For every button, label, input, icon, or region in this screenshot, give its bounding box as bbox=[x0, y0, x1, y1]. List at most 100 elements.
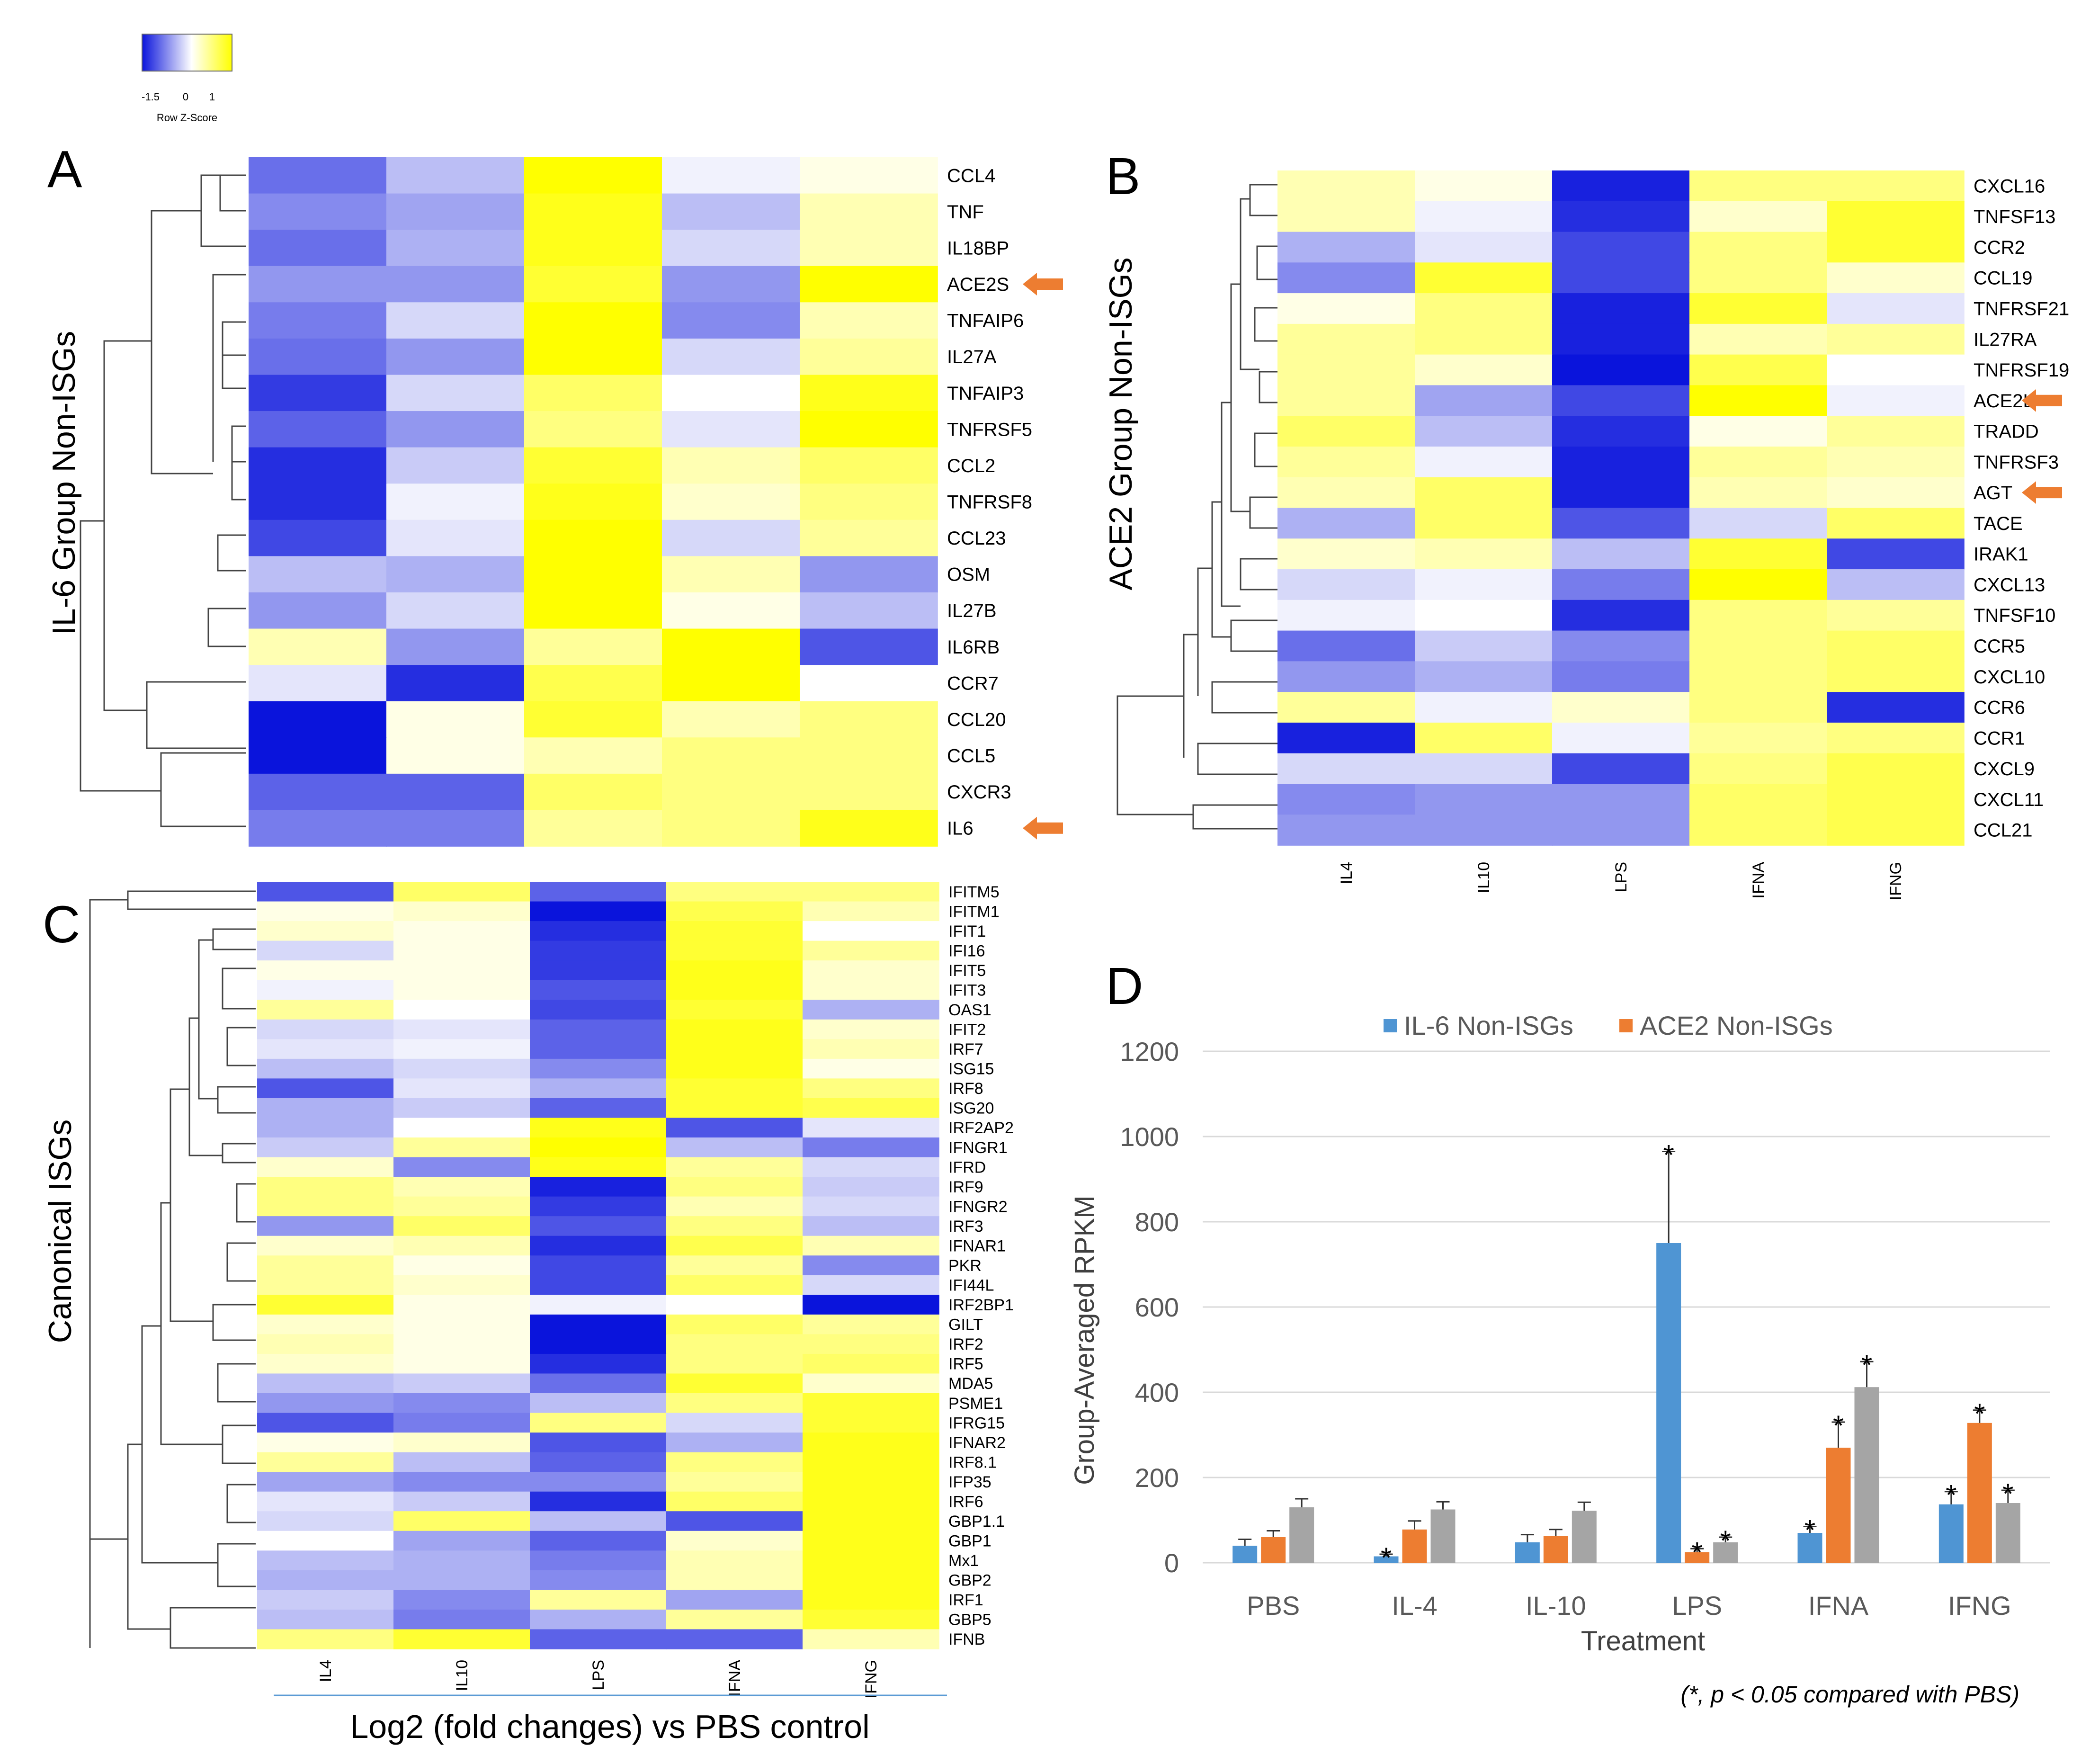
heatmap-cell bbox=[662, 701, 800, 738]
heatmap-cell bbox=[257, 1570, 394, 1591]
y-tick-label: 600 bbox=[1135, 1292, 1179, 1322]
heatmap-cell bbox=[1689, 692, 1827, 723]
bar bbox=[1572, 1511, 1597, 1563]
heatmap-cell bbox=[1415, 753, 1553, 785]
row-label: IFRG15 bbox=[948, 1414, 1005, 1432]
heatmap-cell bbox=[1689, 416, 1827, 447]
panel-label: D bbox=[1106, 957, 1143, 1015]
heatmap-cell bbox=[1689, 477, 1827, 509]
heatmap-cell bbox=[803, 1255, 939, 1276]
heatmap-cell bbox=[249, 266, 387, 303]
heatmap-cell bbox=[1277, 170, 1415, 202]
heatmap-cell bbox=[1415, 538, 1553, 570]
heatmap-cell bbox=[666, 1491, 803, 1512]
heatmap-cell bbox=[803, 1019, 939, 1040]
heatmap-cell bbox=[530, 1629, 667, 1649]
heatmap-cell bbox=[1827, 569, 1965, 600]
bar bbox=[1656, 1243, 1681, 1563]
panel-c: C Canonical ISGs IFITM5IFITM1IFIT1IFI16I… bbox=[42, 882, 1014, 1745]
heatmap-cell bbox=[1827, 538, 1965, 570]
heatmap-cell bbox=[666, 1019, 803, 1040]
heatmap-cell bbox=[257, 1275, 394, 1296]
legend-swatch bbox=[1384, 1019, 1397, 1032]
heatmap-cell bbox=[393, 940, 530, 961]
row-label: IRF7 bbox=[948, 1040, 983, 1058]
heatmap-cell bbox=[257, 1137, 394, 1158]
row-label: IRF3 bbox=[948, 1218, 983, 1236]
heatmap-cell bbox=[530, 1393, 667, 1414]
heatmap-cell bbox=[666, 1531, 803, 1551]
panel-label: A bbox=[47, 140, 82, 198]
heatmap-cell bbox=[800, 556, 938, 593]
heatmap-cell bbox=[803, 921, 939, 941]
heatmap-cell bbox=[257, 1019, 394, 1040]
heatmap-cell bbox=[803, 980, 939, 1001]
y-axis-title: Group-Averaged RPKM bbox=[1069, 1195, 1100, 1485]
heatmap-cell bbox=[1827, 385, 1965, 416]
heatmap-cell bbox=[666, 1255, 803, 1276]
heatmap-cell bbox=[257, 1373, 394, 1394]
y-tick-label: 1200 bbox=[1120, 1037, 1179, 1066]
color-key-bar bbox=[142, 34, 232, 72]
row-label: IRF2BP1 bbox=[948, 1296, 1014, 1314]
dendrogram bbox=[89, 890, 256, 1649]
heatmap-cell bbox=[530, 1413, 667, 1433]
heatmap-cell bbox=[393, 1255, 530, 1276]
heatmap-cell bbox=[666, 1236, 803, 1256]
heatmap-cell bbox=[393, 1629, 530, 1649]
heatmap-cell bbox=[393, 1058, 530, 1079]
column-label: IL10 bbox=[1475, 862, 1493, 893]
column-label: LPS bbox=[1612, 862, 1630, 892]
heatmap-cell bbox=[800, 266, 938, 303]
heatmap-cell bbox=[530, 1058, 667, 1079]
heatmap-cell bbox=[249, 665, 387, 702]
heatmap-cell bbox=[1689, 508, 1827, 539]
heatmap-cell bbox=[393, 1433, 530, 1453]
heatmap-cell bbox=[1552, 170, 1690, 202]
heatmap-cell bbox=[257, 1000, 394, 1020]
heatmap-cell bbox=[800, 375, 938, 412]
heatmap-cell bbox=[803, 1452, 939, 1472]
legend: IL-6 Non-ISGs ACE2 Non-ISGs bbox=[1384, 1011, 1833, 1040]
heatmap-cell bbox=[393, 980, 530, 1001]
bar bbox=[1430, 1509, 1456, 1563]
heatmap-cell bbox=[662, 411, 800, 448]
heatmap-cell bbox=[800, 519, 938, 557]
heatmap-cell bbox=[1277, 630, 1415, 662]
column-label: IL10 bbox=[453, 1660, 471, 1691]
row-label: TNFSF13 bbox=[1974, 206, 2055, 227]
column-label: IFNA bbox=[726, 1660, 744, 1697]
heatmap-cell bbox=[803, 1491, 939, 1512]
arrow-icon bbox=[1023, 816, 1063, 840]
heatmap-cell bbox=[1552, 600, 1690, 631]
heatmap-cell bbox=[386, 338, 525, 376]
bar bbox=[1854, 1387, 1879, 1563]
heatmap-cell bbox=[386, 266, 525, 303]
heatmap-cell bbox=[662, 773, 800, 811]
heatmap-cell bbox=[1415, 508, 1553, 539]
heatmap-cell bbox=[530, 1433, 667, 1453]
heatmap-cell bbox=[530, 1334, 667, 1354]
heatmap-cell bbox=[1415, 446, 1553, 478]
heatmap-cell bbox=[530, 1118, 667, 1138]
heatmap-cell bbox=[1827, 600, 1965, 631]
heatmap-cell bbox=[524, 556, 662, 593]
heatmap-cell bbox=[393, 1137, 530, 1158]
heatmap-cell bbox=[666, 1373, 803, 1394]
legend-label: ACE2 Non-ISGs bbox=[1640, 1011, 1833, 1040]
heatmap-cell bbox=[393, 1590, 530, 1610]
row-label: GILT bbox=[948, 1316, 983, 1334]
row-label: IFNGR1 bbox=[948, 1139, 1008, 1157]
color-key: -1.5 0 1 Row Z-Score bbox=[142, 34, 232, 124]
heatmap-cell bbox=[530, 980, 667, 1001]
row-label: CXCL11 bbox=[1974, 789, 2044, 810]
heatmap-cell bbox=[530, 1452, 667, 1472]
heatmap-cell bbox=[803, 1413, 939, 1433]
heatmap-cell bbox=[249, 592, 387, 629]
heatmap-cell bbox=[524, 773, 662, 811]
heatmap-cell bbox=[530, 1078, 667, 1099]
heatmap-cell bbox=[803, 1275, 939, 1296]
heatmap-cell bbox=[249, 484, 387, 520]
row-label: CCL23 bbox=[947, 528, 1006, 549]
bar bbox=[1967, 1423, 1992, 1563]
